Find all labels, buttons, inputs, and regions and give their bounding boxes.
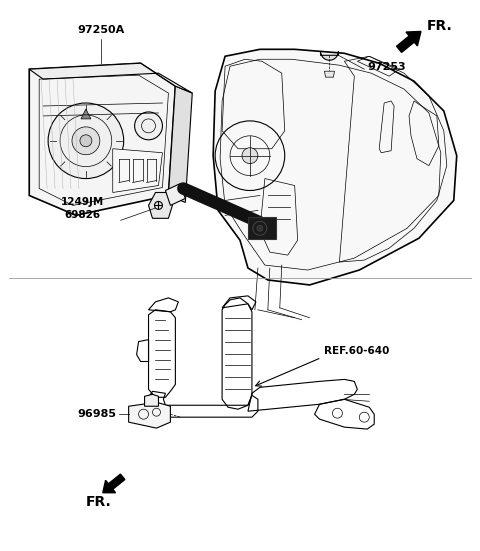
- Polygon shape: [168, 86, 192, 202]
- Circle shape: [72, 127, 100, 155]
- FancyArrow shape: [103, 474, 125, 493]
- Circle shape: [257, 225, 263, 231]
- Polygon shape: [29, 63, 175, 215]
- Polygon shape: [29, 63, 192, 93]
- Polygon shape: [129, 402, 170, 428]
- Polygon shape: [213, 50, 457, 285]
- Text: 97253: 97253: [367, 62, 406, 72]
- Polygon shape: [148, 192, 172, 218]
- Polygon shape: [324, 71, 335, 77]
- Text: FR.: FR.: [427, 19, 453, 34]
- Polygon shape: [321, 51, 338, 60]
- Bar: [248, 217, 276, 239]
- Polygon shape: [144, 395, 158, 406]
- Polygon shape: [113, 149, 162, 192]
- Text: FR.: FR.: [86, 495, 112, 509]
- Circle shape: [48, 103, 124, 179]
- Text: REF.60-640: REF.60-640: [324, 345, 389, 355]
- Circle shape: [134, 112, 162, 140]
- Polygon shape: [166, 183, 185, 206]
- Text: 96985: 96985: [78, 409, 117, 419]
- Text: 1249JM
69826: 1249JM 69826: [61, 197, 105, 220]
- FancyArrow shape: [396, 31, 421, 52]
- Text: 97250A: 97250A: [77, 25, 124, 35]
- Circle shape: [242, 148, 258, 164]
- Circle shape: [80, 135, 92, 147]
- Polygon shape: [81, 109, 91, 119]
